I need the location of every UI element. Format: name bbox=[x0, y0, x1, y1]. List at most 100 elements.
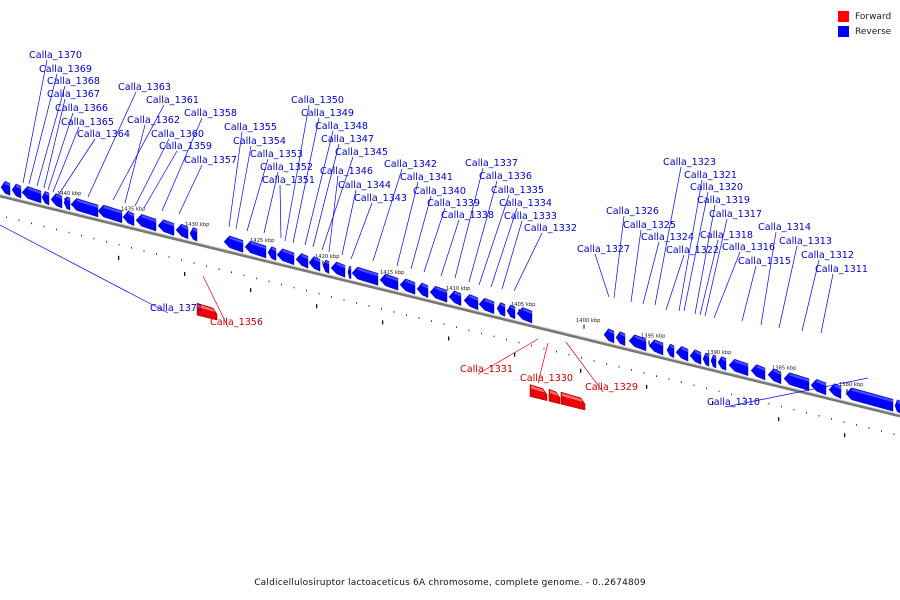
gene-label: Calla_1359 bbox=[159, 141, 212, 152]
gene-label: Calla_1324 bbox=[641, 232, 694, 243]
major-tick bbox=[184, 271, 186, 276]
legend-forward-label: Forward bbox=[855, 11, 892, 22]
gene-label: Calla_1341 bbox=[400, 172, 453, 183]
reverse-swatch bbox=[838, 26, 849, 37]
gene-label: Calla_1313 bbox=[779, 236, 832, 247]
gene-label: Calla_1346 bbox=[320, 166, 373, 177]
minor-tick bbox=[418, 317, 420, 319]
leader-line bbox=[292, 117, 320, 244]
gene-label: Calla_1365 bbox=[61, 117, 114, 128]
minor-tick bbox=[56, 228, 57, 231]
gene-label: Calla_1329 bbox=[585, 382, 638, 393]
forward-gene-shine bbox=[550, 390, 558, 396]
reverse-gene-arrow-shine bbox=[250, 241, 266, 250]
minor-tick bbox=[818, 415, 820, 417]
minor-tick bbox=[618, 366, 620, 368]
minor-tick bbox=[131, 247, 132, 249]
gene-label: Calla_1369 bbox=[39, 64, 92, 75]
leader-line bbox=[613, 215, 625, 299]
reverse-gene-arrow-shine bbox=[851, 388, 893, 403]
reverse-gene-arrow-shine bbox=[705, 353, 709, 358]
leader-line bbox=[143, 150, 178, 209]
minor-tick bbox=[256, 277, 257, 280]
leader-line bbox=[202, 275, 229, 328]
gene-label: Calla_1316 bbox=[722, 242, 775, 253]
scale-tick-label: 1405 kbp bbox=[511, 302, 536, 308]
gene-label: Calla_1310 bbox=[707, 397, 760, 408]
leader-line bbox=[43, 98, 66, 189]
gene-label: Calla_1364 bbox=[77, 129, 130, 140]
reverse-gene-arrow-shine bbox=[469, 295, 478, 301]
gene-label: Calla_1349 bbox=[301, 108, 354, 119]
gene-label: Calla_1355 bbox=[224, 122, 277, 133]
reverse-gene-arrow-shine bbox=[271, 247, 276, 252]
minor-tick bbox=[531, 344, 532, 347]
leader-line bbox=[683, 191, 709, 312]
minor-tick bbox=[668, 378, 670, 380]
leader-line bbox=[594, 253, 610, 298]
reverse-gene-arrow-shine bbox=[5, 181, 10, 187]
scale-tick-label: 1385 kbp bbox=[772, 366, 797, 372]
leader-line bbox=[58, 138, 96, 195]
leader-line bbox=[22, 59, 48, 184]
gene-label: Calla_1322 bbox=[666, 245, 719, 256]
minor-tick bbox=[806, 411, 807, 414]
reverse-gene-arrow-shine bbox=[45, 191, 49, 196]
reverse-gene-arrow-shine bbox=[670, 344, 674, 349]
minor-tick bbox=[556, 350, 557, 353]
major-tick bbox=[844, 433, 846, 438]
minor-tick bbox=[218, 268, 220, 271]
leader-line bbox=[724, 377, 869, 408]
leader-line bbox=[665, 254, 685, 311]
minor-tick bbox=[306, 289, 307, 292]
reverse-gene-arrow-shine bbox=[313, 257, 320, 263]
gene-label: Calla_1325 bbox=[623, 220, 676, 231]
minor-tick bbox=[731, 393, 732, 396]
minor-tick bbox=[393, 311, 395, 313]
reverse-gene-arrow-shine bbox=[897, 400, 900, 404]
minor-tick bbox=[118, 243, 120, 246]
leader-line bbox=[630, 229, 642, 303]
leader-line bbox=[279, 184, 282, 239]
leader-line bbox=[134, 138, 170, 207]
gene-arrows bbox=[0, 180, 900, 414]
leader-line bbox=[565, 341, 604, 393]
leader-line bbox=[350, 202, 373, 260]
reverse-gene-arrow-shine bbox=[301, 253, 308, 260]
minor-tick bbox=[343, 298, 345, 301]
minor-tick bbox=[331, 295, 332, 298]
gene-label: Calla_1345 bbox=[335, 147, 388, 158]
minor-tick bbox=[543, 347, 545, 350]
major-tick bbox=[316, 304, 318, 309]
leader-line bbox=[124, 124, 146, 204]
label-leaders bbox=[0, 59, 869, 408]
minor-tick bbox=[443, 323, 445, 325]
reverse-gene-arrow-shine bbox=[181, 224, 188, 230]
gene-label: Calla_1358 bbox=[184, 108, 237, 119]
gene-label: Calla_1334 bbox=[499, 198, 552, 209]
gene-label: Calla_1335 bbox=[491, 185, 544, 196]
minor-tick bbox=[381, 308, 382, 310]
minor-tick bbox=[281, 283, 282, 286]
leader-line bbox=[454, 167, 484, 279]
major-tick bbox=[448, 336, 450, 341]
gene-label: Calla_1360 bbox=[151, 129, 204, 140]
leader-line bbox=[642, 241, 660, 305]
leader-line bbox=[654, 166, 682, 306]
reverse-gene-arrow-shine bbox=[834, 384, 841, 390]
reverse-gene-arrow-shine bbox=[27, 186, 41, 195]
reverse-gene-arrow-shine bbox=[756, 365, 765, 371]
minor-tick bbox=[768, 402, 770, 405]
reverse-gene-arrow bbox=[351, 266, 379, 286]
reverse-gene-arrow-shine bbox=[435, 286, 447, 294]
reverse-gene-arrow-shine bbox=[789, 373, 809, 382]
reverse-gene-arrow-shine bbox=[163, 220, 174, 227]
major-tick bbox=[118, 255, 120, 260]
minor-tick bbox=[468, 329, 470, 332]
reverse-gene-arrow-shine bbox=[721, 357, 726, 362]
gene-label: Calla_1344 bbox=[338, 180, 391, 191]
leader-line bbox=[321, 156, 354, 251]
gene-label: Calla_1348 bbox=[315, 121, 368, 132]
gene-label: Calla_1351 bbox=[262, 175, 315, 186]
